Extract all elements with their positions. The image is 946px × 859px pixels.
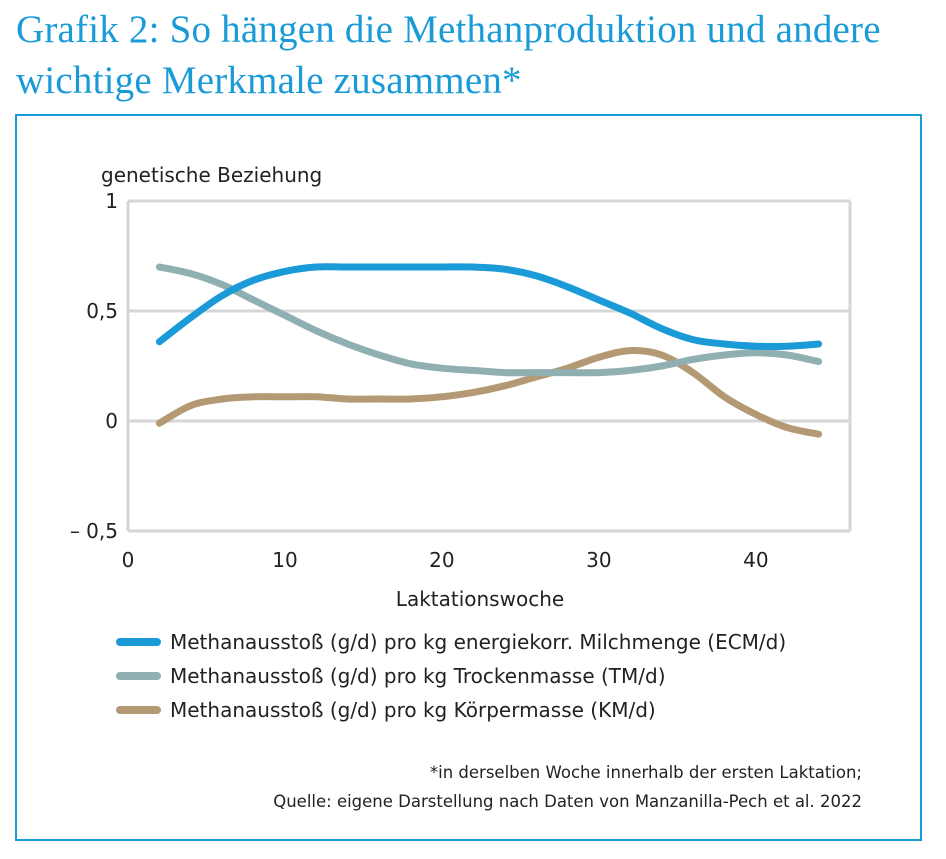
legend: Methanausstoß (g/d) pro kg energiekorr. … (116, 630, 786, 722)
legend-item-tm-label: Methanausstoß (g/d) pro kg Trockenmasse … (170, 664, 666, 688)
grid-layer (126, 199, 852, 533)
y-tick-label: 0 (105, 409, 118, 433)
x-tick-labels: 0 10 20 30 40 (122, 548, 769, 572)
legend-item-km-label: Methanausstoß (g/d) pro kg Körpermasse (… (170, 698, 656, 722)
footnote: *in derselben Woche innerhalb der ersten… (273, 758, 862, 816)
y-tick-label: 1 (105, 189, 118, 213)
y-axis-label: genetische Beziehung (101, 163, 322, 187)
x-tick-label: 20 (429, 548, 454, 572)
footnote-source: Quelle: eigene Darstellung nach Daten vo… (273, 792, 862, 811)
x-tick-label: 0 (122, 548, 135, 572)
x-tick-label: 40 (743, 548, 768, 572)
x-axis-label: Laktationswoche (396, 587, 564, 611)
y-tick-label: 0,5 (86, 299, 118, 323)
chart-frame (15, 114, 922, 841)
footnote-line-1: *in derselben Woche innerhalb der ersten… (429, 763, 862, 782)
x-tick-label: 30 (586, 548, 611, 572)
series-line-ecm (155, 263, 823, 350)
series-line-km (155, 347, 823, 438)
legend-item-ecm-label: Methanausstoß (g/d) pro kg energiekorr. … (170, 630, 786, 654)
y-tick-labels: 1 0,5 0 – 0,5 (70, 189, 118, 543)
y-tick-label: – 0,5 (70, 519, 118, 543)
series-line-tm (155, 263, 823, 377)
series-layer (155, 263, 823, 438)
chart-title: Grafik 2: So hängen die Methanproduktion… (16, 8, 881, 102)
x-tick-label: 10 (272, 548, 297, 572)
